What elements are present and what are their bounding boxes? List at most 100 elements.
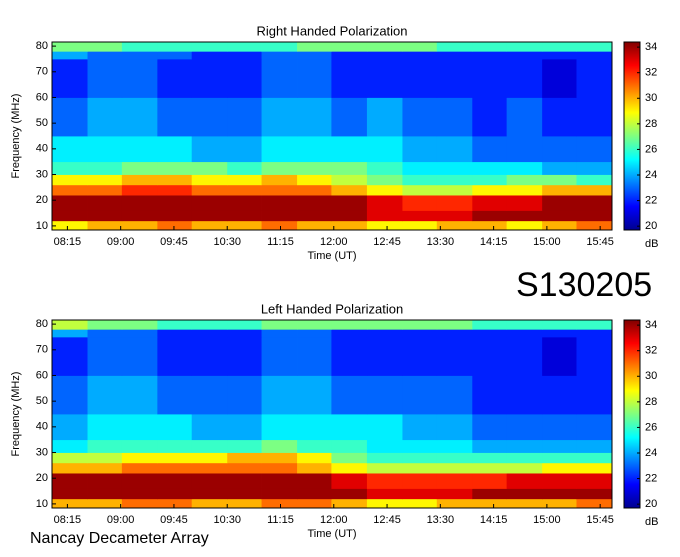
colorbar — [623, 319, 641, 509]
heat-cell — [402, 220, 438, 231]
colorbar-tick-label: 30 — [645, 370, 657, 382]
heat-cell — [402, 97, 438, 137]
heat-cell — [52, 51, 88, 60]
heat-cell — [87, 336, 123, 376]
x-axis-label: Time (UT) — [307, 528, 356, 540]
heat-cell — [157, 136, 193, 163]
heat-cell — [576, 97, 613, 137]
y-tick-label: 80 — [36, 318, 48, 330]
heat-cell — [297, 329, 332, 338]
x-tick-label: 11:15 — [267, 514, 294, 526]
heat-cell — [261, 51, 298, 60]
colorbar-tick-label: 20 — [645, 220, 657, 232]
heat-cell — [506, 488, 543, 500]
y-tick-label: 10 — [36, 498, 48, 510]
heat-cell — [227, 220, 262, 231]
heat-cell — [87, 473, 123, 489]
heat-cell — [472, 42, 508, 52]
heat-cell — [472, 58, 508, 98]
heat-cell — [157, 51, 193, 60]
heat-cell — [331, 473, 368, 489]
heat-cell — [366, 42, 403, 52]
heat-cell — [331, 97, 368, 137]
heat-cell — [191, 58, 228, 98]
heat-cell — [506, 58, 543, 98]
heat-cell — [402, 329, 438, 338]
heat-cell — [121, 161, 158, 175]
heat-cell — [436, 488, 473, 500]
colorbar-tick-label: 34 — [645, 41, 657, 53]
heat-cell — [297, 488, 332, 500]
heat-cell — [191, 439, 228, 453]
heat-cell — [157, 452, 193, 464]
heat-cell — [436, 174, 473, 186]
y-axis-label: Frequency (MHz) — [10, 372, 22, 457]
heat-cell — [402, 473, 438, 489]
heat-cell — [227, 174, 262, 186]
heat-cell — [506, 161, 543, 175]
heat-cell — [331, 136, 368, 163]
heat-cell — [576, 452, 613, 464]
heat-cell — [191, 174, 228, 186]
heat-cell — [191, 220, 228, 231]
heat-cell — [506, 336, 543, 376]
heat-cell — [87, 97, 123, 137]
heat-cell — [227, 195, 262, 211]
heat-cell — [576, 320, 613, 330]
heat-cell — [297, 195, 332, 211]
heat-cell — [261, 439, 298, 453]
chart-title: Left Handed Polarization — [261, 301, 403, 316]
heat-cell — [52, 97, 88, 137]
x-tick-label: 13:30 — [427, 514, 455, 526]
heat-cell — [87, 439, 123, 453]
heat-cell — [402, 174, 438, 186]
heat-cell — [366, 97, 403, 137]
heat-cell — [191, 161, 228, 175]
heat-cell — [191, 375, 228, 415]
heat-cell — [52, 414, 88, 441]
heat-cell — [52, 462, 88, 474]
heat-cell — [227, 320, 262, 330]
heat-cell — [227, 161, 262, 175]
heat-cell — [402, 58, 438, 98]
heat-cell — [157, 488, 193, 500]
heat-cell — [542, 439, 577, 453]
heat-cell — [87, 58, 123, 98]
heat-cell — [542, 184, 577, 196]
heat-cell — [87, 174, 123, 186]
heat-cell — [576, 195, 613, 211]
heat-cell — [542, 220, 577, 231]
heat-cell — [331, 220, 368, 231]
heat-cell — [121, 174, 158, 186]
heat-cell — [576, 488, 613, 500]
heat-cell — [227, 329, 262, 338]
heat-cell — [472, 210, 508, 222]
heat-cell — [191, 51, 228, 60]
heat-cell — [576, 439, 613, 453]
y-tick-label: 80 — [36, 40, 48, 52]
heat-cell — [121, 42, 158, 52]
heat-cell — [506, 462, 543, 474]
heat-cell — [261, 488, 298, 500]
heat-cell — [52, 473, 88, 489]
heat-cell — [576, 329, 613, 338]
heat-cell — [366, 174, 403, 186]
heat-cell — [157, 220, 193, 231]
heat-cell — [436, 462, 473, 474]
heat-cell — [331, 51, 368, 60]
heat-cell — [576, 498, 613, 509]
heat-cell — [87, 210, 123, 222]
heat-cell — [121, 97, 158, 137]
heat-cell — [157, 329, 193, 338]
heat-cell — [542, 195, 577, 211]
heat-cell — [297, 136, 332, 163]
x-tick-label: 09:45 — [160, 236, 188, 248]
heat-cell — [576, 42, 613, 52]
heat-cell — [576, 220, 613, 231]
heat-cell — [436, 320, 473, 330]
heat-cell — [366, 329, 403, 338]
heat-cell — [366, 220, 403, 231]
heat-cell — [191, 42, 228, 52]
heat-cell — [542, 462, 577, 474]
